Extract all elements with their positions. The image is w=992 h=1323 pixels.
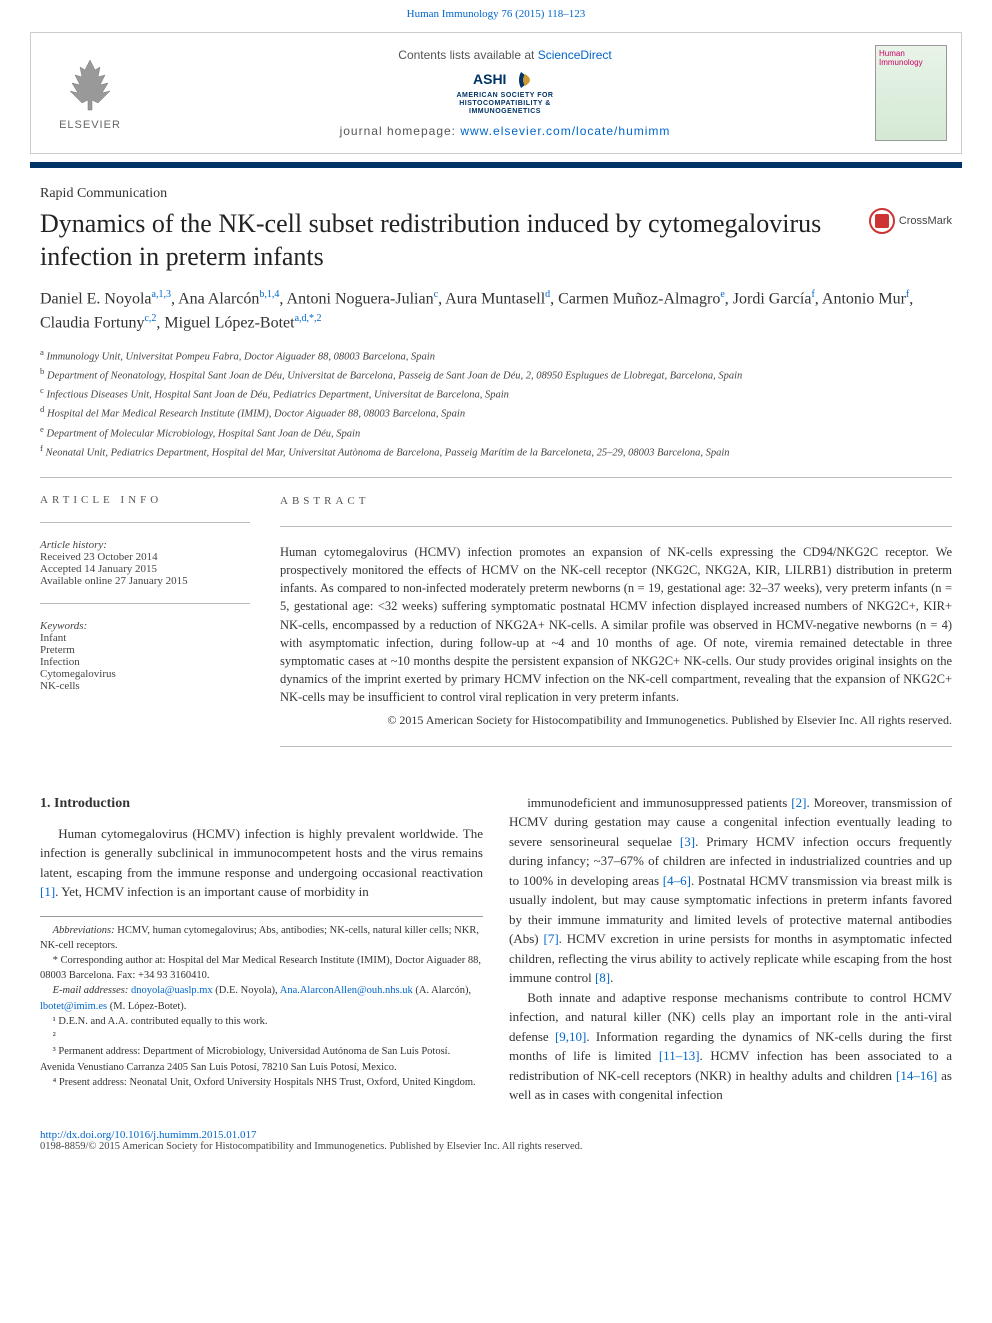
sciencedirect-link[interactable]: ScienceDirect (538, 48, 612, 62)
kw-3: Cytomegalovirus (40, 668, 250, 680)
crossmark-icon (869, 208, 895, 234)
email-1-who: (A. Alarcón), (413, 985, 471, 996)
info-divider-2 (40, 603, 250, 604)
ashi-line-0: AMERICAN SOCIETY FOR (457, 92, 554, 100)
history-label: Article history: (40, 539, 250, 551)
ashi-logo: ASHI AMERICAN SOCIETY FOR HISTOCOMPATIBI… (135, 68, 875, 115)
kw-0: Infant (40, 632, 250, 644)
kw-1: Preterm (40, 644, 250, 656)
elsevier-wordmark: ELSEVIER (59, 119, 121, 131)
abstract-heading: ABSTRACT (280, 494, 952, 510)
footnote-4: ⁴ Present address: Neonatal Unit, Oxford… (40, 1075, 483, 1090)
right-column: immunodeficient and immunosuppressed pat… (509, 793, 952, 1105)
article-info-column: ARTICLE INFO Article history: Received 2… (40, 494, 250, 762)
svg-text:ASHI: ASHI (473, 71, 506, 87)
contents-line: Contents lists available at ScienceDirec… (135, 48, 875, 62)
issn-line: 0198-8859/© 2015 American Society for Hi… (40, 1141, 952, 1152)
ashi-line-1: HISTOCOMPATIBILITY & (459, 100, 551, 108)
footnote-2: ² (40, 1029, 483, 1044)
ashi-mark-icon: ASHI (473, 68, 537, 92)
journal-cover-thumb: Human Immunology (875, 45, 947, 141)
homepage-line: journal homepage: www.elsevier.com/locat… (135, 124, 875, 138)
keywords-label: Keywords: (40, 620, 250, 632)
email-2[interactable]: lbotet@imim.es (40, 1001, 107, 1012)
email-0[interactable]: dnoyola@uaslp.mx (131, 985, 213, 996)
article-title: Dynamics of the NK-cell subset redistrib… (40, 208, 857, 273)
abbrev-label: Abbreviations: (53, 925, 115, 936)
kw-4: NK-cells (40, 680, 250, 692)
header-rule (30, 162, 962, 168)
journal-citation: Human Immunology 76 (2015) 118–123 (0, 0, 992, 28)
abstract-copyright: © 2015 American Society for Histocompati… (280, 712, 952, 729)
crossmark-label: CrossMark (899, 215, 952, 227)
email-0-who: (D.E. Noyola), (213, 985, 280, 996)
journal-header: ELSEVIER Contents lists available at Sci… (30, 32, 962, 154)
divider (40, 477, 952, 478)
kw-2: Infection (40, 656, 250, 668)
history-0: Received 23 October 2014 (40, 551, 250, 563)
crossmark-badge[interactable]: CrossMark (869, 208, 952, 234)
history-1: Accepted 14 January 2015 (40, 563, 250, 575)
page-footer: http://dx.doi.org/10.1016/j.humimm.2015.… (0, 1129, 992, 1172)
citation-link[interactable]: Human Immunology 76 (2015) 118–123 (407, 8, 586, 20)
footnote-abbrev: Abbreviations: HCMV, human cytomegalovir… (40, 923, 483, 953)
abs-divider-2 (280, 746, 952, 747)
homepage-prefix: journal homepage: (340, 124, 461, 138)
article-type: Rapid Communication (40, 186, 952, 202)
history-2: Available online 27 January 2015 (40, 575, 250, 587)
abstract-text: Human cytomegalovirus (HCMV) infection p… (280, 543, 952, 706)
email-1[interactable]: Ana.AlarconAllen@ouh.nhs.uk (280, 985, 413, 996)
email-label: E-mail addresses: (53, 985, 129, 996)
affiliation-list: a Immunology Unit, Universitat Pompeu Fa… (40, 346, 952, 462)
contents-prefix: Contents lists available at (398, 48, 537, 62)
elsevier-logo: ELSEVIER (45, 43, 135, 143)
keywords-block: Keywords: Infant Preterm Infection Cytom… (40, 620, 250, 692)
footnote-3: ³ Permanent address: Department of Micro… (40, 1044, 483, 1074)
abstract-column: ABSTRACT Human cytomegalovirus (HCMV) in… (280, 494, 952, 762)
abs-divider (280, 526, 952, 527)
footnote-1: ¹ D.E.N. and A.A. contributed equally to… (40, 1014, 483, 1029)
elsevier-tree-icon (60, 55, 120, 115)
article-history: Article history: Received 23 October 201… (40, 539, 250, 587)
email-2-who: (M. López-Botet). (107, 1001, 186, 1012)
info-divider (40, 522, 250, 523)
cover-title: Human Immunology (879, 49, 923, 67)
body-columns: 1. Introduction Human cytomegalovirus (H… (40, 793, 952, 1105)
doi-link[interactable]: http://dx.doi.org/10.1016/j.humimm.2015.… (40, 1129, 256, 1141)
section-heading-intro: 1. Introduction (40, 793, 483, 814)
intro-left-para: Human cytomegalovirus (HCMV) infection i… (40, 824, 483, 902)
footnotes: Abbreviations: HCMV, human cytomegalovir… (40, 916, 483, 1090)
footnote-emails: E-mail addresses: dnoyola@uaslp.mx (D.E.… (40, 983, 483, 1013)
footnote-corresponding: * Corresponding author at: Hospital del … (40, 953, 483, 983)
homepage-link[interactable]: www.elsevier.com/locate/humimm (460, 124, 670, 138)
intro-right-para-2: Both innate and adaptive response mechan… (509, 988, 952, 1105)
article-info-heading: ARTICLE INFO (40, 494, 250, 506)
ashi-line-2: IMMUNOGENETICS (469, 108, 541, 116)
intro-right-para-1: immunodeficient and immunosuppressed pat… (509, 793, 952, 988)
header-center: Contents lists available at ScienceDirec… (135, 48, 875, 137)
left-column: 1. Introduction Human cytomegalovirus (H… (40, 793, 483, 1105)
author-list: Daniel E. Noyolaa,1,3, Ana Alarcónb,1,4,… (40, 287, 952, 336)
